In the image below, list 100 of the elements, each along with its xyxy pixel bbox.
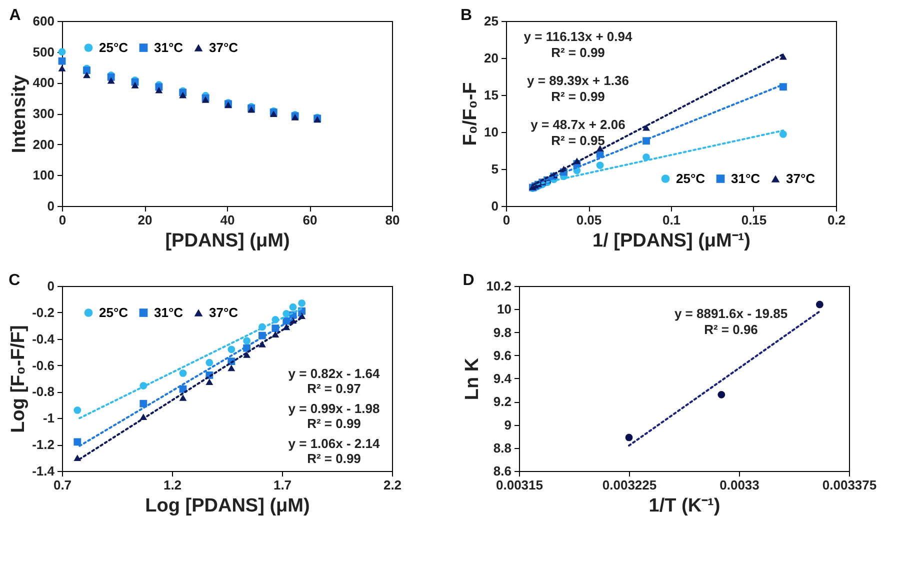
point	[243, 352, 251, 358]
y-tick-label: 9.4	[493, 371, 512, 386]
y-tick-label: -0.6	[32, 358, 54, 373]
y-tick-label: -0.8	[32, 384, 54, 400]
annotation: R² = 0.95	[551, 133, 605, 148]
point	[289, 303, 297, 311]
y-tick-label: 9	[504, 417, 512, 432]
y-tick-label: 0	[47, 278, 54, 294]
y-axis-title: Ln K	[462, 358, 484, 400]
annotation: R² = 0.99	[551, 45, 605, 60]
chart-title: C	[8, 272, 21, 289]
x-tick-label: 0.00315	[496, 478, 543, 492]
y-tick-label: 9.6	[493, 348, 512, 363]
point	[58, 48, 66, 56]
point	[228, 346, 236, 354]
annotation: R² = 0.96	[704, 322, 758, 337]
y-tick-label: 10.2	[486, 278, 512, 294]
y-tick-label: 100	[32, 168, 54, 183]
legend-label: 25°C	[676, 170, 706, 186]
point	[83, 72, 90, 78]
y-tick-label: 15	[484, 88, 498, 102]
point	[74, 438, 82, 446]
annotation: y = 48.7x + 2.06	[530, 117, 626, 132]
y-tick-label: -0.2	[32, 304, 54, 320]
point	[779, 130, 787, 138]
y-tick-label: 0	[47, 198, 54, 214]
x-tick-label: 0	[58, 212, 66, 228]
legend-label: 37°C	[209, 40, 239, 55]
point	[625, 434, 633, 442]
chart-title: D	[462, 272, 474, 289]
point	[140, 400, 148, 408]
y-tick-label: 500	[32, 44, 54, 60]
y-tick-label: -1	[42, 410, 54, 426]
point	[58, 64, 66, 72]
point	[718, 390, 726, 398]
annotation: R² = 0.99	[551, 89, 605, 104]
legend-label: 25°C	[99, 304, 129, 320]
annotation: y = 89.39x + 1.36	[527, 73, 629, 88]
y-tick-label: 9.2	[493, 394, 512, 410]
x-tick-label: 2.2	[383, 478, 402, 492]
y-tick-label: 200	[32, 136, 54, 152]
x-axis-title: Log [PDANS] (μM)	[145, 496, 310, 516]
y-tick-label: 10	[497, 302, 512, 317]
y-axis-title: Intensity	[8, 74, 30, 154]
point	[107, 77, 115, 84]
y-tick-label: -1.4	[32, 464, 56, 478]
x-axis-title: 1/ [PDANS] (μM⁻¹)	[592, 230, 750, 252]
annotation: R² = 0.99	[307, 416, 361, 431]
x-tick-label: 0.05	[576, 212, 602, 228]
x-tick-label: 0.7	[53, 478, 72, 492]
point	[642, 124, 650, 131]
x-tick-label: 0.003225	[602, 478, 657, 492]
x-tick-label: 20	[138, 212, 152, 228]
point	[155, 86, 163, 94]
point	[179, 394, 187, 401]
y-tick-label: 0	[491, 198, 498, 214]
legend-label: 31°C	[154, 40, 184, 55]
point	[779, 83, 787, 91]
annotation: y = 116.13x + 0.94	[524, 29, 633, 44]
x-tick-label: 40	[220, 212, 235, 228]
y-tick-label: -0.4	[32, 331, 56, 346]
point	[179, 92, 187, 98]
point	[74, 406, 82, 414]
point	[816, 300, 824, 308]
legend-label: 37°C	[209, 304, 239, 320]
y-axis-title: Log [F₀-F/F]	[8, 325, 30, 433]
annotation: y = 0.99x - 1.98	[288, 401, 380, 416]
annotation: y = 8891.6x - 19.85	[674, 306, 788, 321]
legend-label: 31°C	[731, 170, 761, 186]
y-tick-label: 5	[491, 162, 498, 176]
y-tick-label: 9.8	[493, 324, 512, 340]
annotation: R² = 0.99	[307, 451, 361, 466]
x-tick-label: 60	[302, 212, 318, 228]
y-tick-label: 25	[484, 14, 498, 28]
x-tick-label: 80	[385, 212, 400, 228]
point	[596, 162, 604, 169]
y-tick-label: 20	[484, 50, 498, 66]
point	[206, 378, 214, 386]
x-tick-label: 0.1	[662, 212, 681, 228]
y-tick-label: 400	[32, 75, 54, 90]
y-tick-label: 10	[484, 124, 498, 140]
x-tick-label: 0.15	[741, 212, 767, 228]
y-axis-title: F₀/F₀-F	[460, 82, 482, 146]
x-axis-title: [PDANS] (μM)	[165, 230, 290, 252]
point	[298, 299, 306, 307]
y-tick-label: 300	[32, 106, 54, 121]
point	[243, 337, 251, 345]
annotation: R² = 0.97	[307, 381, 361, 396]
x-axis-title: 1/T (K⁻¹)	[648, 496, 720, 516]
x-tick-label: 0.0033	[720, 478, 760, 492]
point	[179, 370, 187, 377]
y-tick-label: 600	[32, 14, 54, 28]
y-tick-label: 8.8	[493, 440, 512, 456]
legend-label: 37°C	[786, 170, 816, 186]
x-tick-label: 1.7	[273, 478, 292, 492]
annotation: y = 1.06x - 2.14	[288, 436, 380, 451]
point	[131, 82, 139, 88]
annotation: y = 0.82x - 1.64	[288, 366, 380, 381]
x-tick-label: 0.003375	[822, 478, 877, 492]
y-tick-label: 8.6	[493, 464, 512, 478]
